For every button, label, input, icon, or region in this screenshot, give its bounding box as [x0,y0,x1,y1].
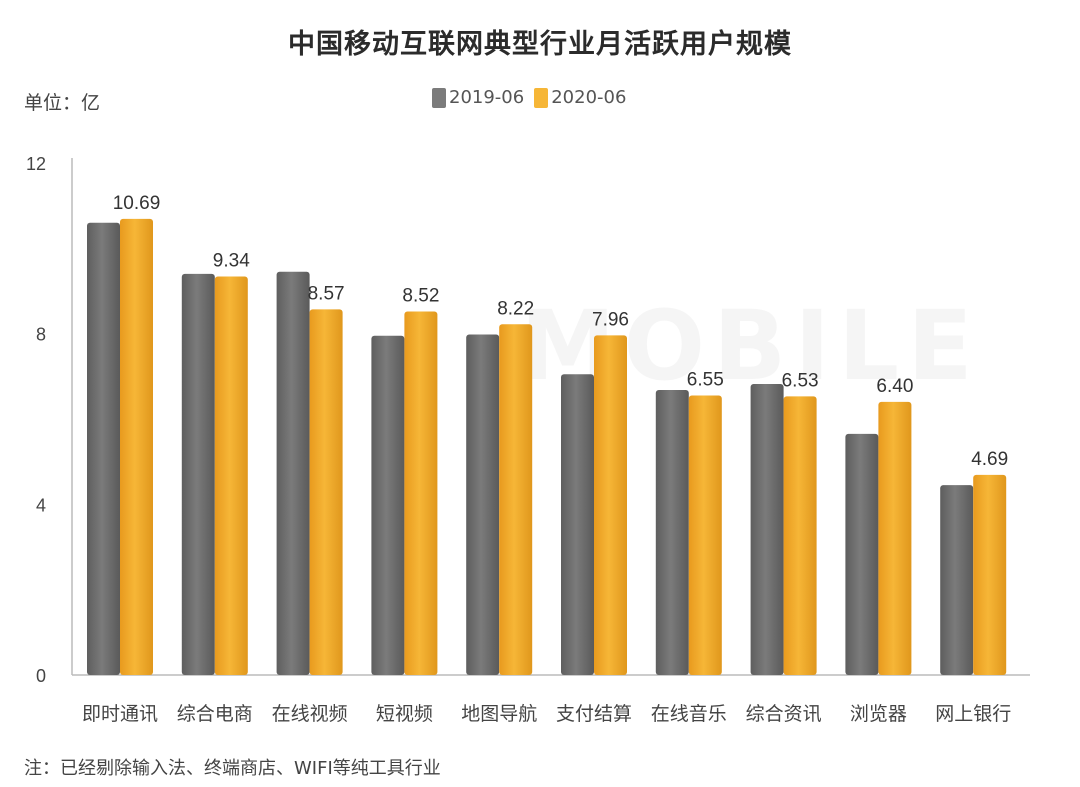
data-label: 6.55 [687,370,724,391]
bar-2020-9 [973,474,1007,675]
data-label: 7.96 [592,309,629,330]
bar-2020-1 [214,276,248,675]
legend: 2019-06 2020-06 [432,87,636,108]
bar-2020-0 [120,218,153,676]
data-label: 8.52 [402,285,439,306]
x-tick-label: 在线视频 [272,703,348,725]
x-tick-label: 综合资讯 [746,703,822,725]
data-label: 10.69 [113,193,161,214]
data-label: 9.34 [213,250,250,271]
x-tick-label: 浏览器 [850,703,907,725]
unit-label: 单位：亿 [24,92,101,114]
x-tick-label: 综合电商 [177,703,253,725]
y-tick-label: 8 [36,325,46,345]
legend-label-2020: 2020-06 [551,87,627,108]
data-label: 8.57 [308,283,345,304]
footnote: 注：已经剔除输入法、终端商店、WIFI等纯工具行业 [24,758,441,779]
bar-2019-1 [181,273,215,675]
bar-2020-8 [878,401,912,675]
x-tick-label: 在线音乐 [651,703,727,725]
y-tick-label: 0 [36,666,46,686]
x-tick-label: 网上银行 [935,703,1011,725]
x-tick-label: 短视频 [376,703,433,725]
bar-2019-2 [276,271,310,675]
bar-2019-8 [845,433,879,675]
bar-2020-7 [783,396,817,675]
data-label: 6.40 [876,376,913,397]
bar-2020-6 [688,395,722,675]
chart-title: 中国移动互联网典型行业月活跃用户规模 [288,29,792,60]
bar-2019-4 [466,334,500,675]
bar-2020-4 [499,324,533,675]
y-tick-label: 4 [36,495,46,515]
legend-swatch-2019 [432,87,446,108]
x-tick-label: 地图导航 [461,703,537,725]
bar-2019-6 [655,389,689,675]
bar-2019-3 [371,335,405,675]
bar-2020-2 [309,309,343,675]
data-label: 6.53 [782,370,819,391]
data-label: 4.69 [971,449,1008,470]
legend-label-2019: 2019-06 [449,87,525,108]
legend-item-2019: 2019-06 [432,87,524,108]
x-tick-label: 支付结算 [556,703,632,725]
x-tick-label: 即时通讯 [82,703,158,725]
bar-2019-0 [87,222,120,675]
legend-swatch-2020 [534,87,549,108]
bar-2020-3 [404,311,438,675]
bar-2019-9 [940,485,974,675]
bar-2019-5 [561,374,594,675]
data-label: 8.22 [497,298,534,319]
bar-2020-5 [594,335,627,675]
bar-2019-7 [750,384,784,675]
y-tick-label: 12 [26,154,46,174]
legend-item-2020: 2020-06 [534,87,626,108]
